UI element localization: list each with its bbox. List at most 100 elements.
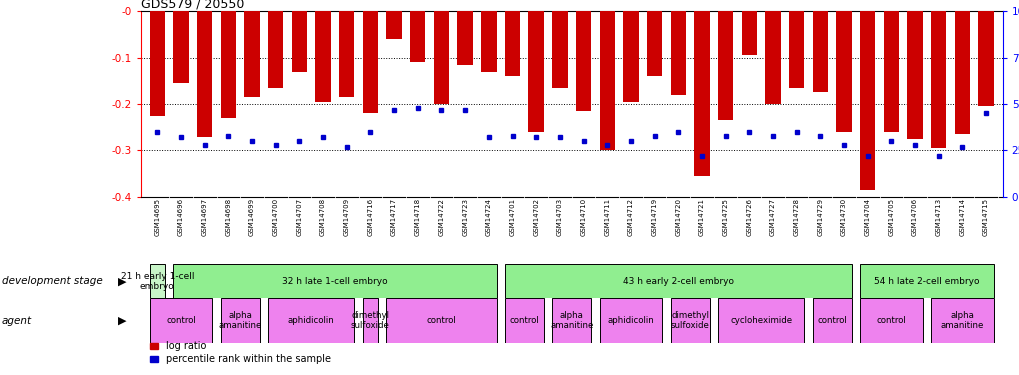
Text: GSM14728: GSM14728 [793,198,799,236]
Bar [481,11,496,72]
Text: cycloheximide: cycloheximide [730,316,792,325]
Text: dimethyl
sulfoxide: dimethyl sulfoxide [671,311,709,330]
Bar [504,264,851,298]
Bar [386,298,496,343]
Bar [457,11,473,64]
Bar [599,298,661,343]
Text: GSM14711: GSM14711 [603,198,609,236]
Bar [859,264,993,298]
Legend: log ratio, percentile rank within the sample: log ratio, percentile rank within the sa… [146,338,334,368]
Bar [220,298,260,343]
Text: GSM14718: GSM14718 [415,198,421,236]
Bar [812,298,851,343]
Text: GSM14697: GSM14697 [202,198,208,236]
Text: GSM14729: GSM14729 [816,198,822,236]
Bar [338,11,355,97]
Text: dimethyl
sulfoxide: dimethyl sulfoxide [351,311,389,330]
Bar [576,11,591,111]
Bar [623,11,638,102]
Bar [173,11,189,83]
Bar [907,11,922,139]
Bar [410,11,425,62]
Text: GDS579 / 20550: GDS579 / 20550 [141,0,244,10]
Text: development stage: development stage [2,276,103,286]
Bar [150,298,212,343]
Text: GSM14714: GSM14714 [959,198,964,236]
Bar [197,11,212,136]
Bar [150,264,165,298]
Bar [433,11,448,104]
Text: GSM14699: GSM14699 [249,198,255,236]
Bar [669,298,709,343]
Text: control: control [508,316,539,325]
Text: ▶: ▶ [118,316,126,326]
Text: 54 h late 2-cell embryo: 54 h late 2-cell embryo [873,277,978,286]
Text: GSM14715: GSM14715 [982,198,988,236]
Bar [930,11,946,148]
Text: GSM14712: GSM14712 [628,198,633,236]
Bar [551,298,591,343]
Bar [173,264,496,298]
Text: 21 h early 1-cell
embryo: 21 h early 1-cell embryo [120,272,194,291]
Text: GSM14705: GSM14705 [888,198,894,236]
Text: GSM14717: GSM14717 [390,198,396,236]
Text: GSM14722: GSM14722 [438,198,444,236]
Text: GSM14727: GSM14727 [769,198,775,236]
Text: control: control [816,316,846,325]
Bar [220,11,235,118]
Bar [764,11,780,104]
Bar [268,11,283,88]
Bar [504,298,543,343]
Text: GSM14700: GSM14700 [272,198,278,236]
Bar [245,11,260,97]
Text: GSM14710: GSM14710 [580,198,586,236]
Text: GSM14723: GSM14723 [462,198,468,236]
Text: GSM14721: GSM14721 [698,198,704,236]
Text: GSM14701: GSM14701 [510,198,515,236]
Text: GSM14724: GSM14724 [485,198,491,236]
Bar [717,11,733,120]
Text: control: control [426,316,455,325]
Bar [930,298,993,343]
Text: GSM14696: GSM14696 [178,198,183,236]
Text: agent: agent [2,316,33,326]
Text: GSM14719: GSM14719 [651,198,657,236]
Text: 32 h late 1-cell embryo: 32 h late 1-cell embryo [282,277,387,286]
Bar [150,11,165,116]
Text: GSM14726: GSM14726 [746,198,752,236]
Bar [669,11,686,95]
Bar [741,11,756,56]
Text: GSM14716: GSM14716 [367,198,373,236]
Bar [717,298,804,343]
Text: GSM14702: GSM14702 [533,198,539,236]
Text: GSM14708: GSM14708 [320,198,326,236]
Bar [551,11,567,88]
Text: GSM14703: GSM14703 [556,198,562,236]
Bar [859,11,874,190]
Bar [954,11,969,134]
Text: alpha
amanitine: alpha amanitine [549,311,593,330]
Text: GSM14706: GSM14706 [911,198,917,236]
Bar [363,11,378,113]
Bar [882,11,898,132]
Bar [315,11,330,102]
Text: GSM14713: GSM14713 [934,198,941,236]
Text: GSM14698: GSM14698 [225,198,231,236]
Bar [646,11,661,76]
Text: GSM14707: GSM14707 [297,198,302,236]
Bar [599,11,614,150]
Bar [386,11,401,39]
Text: GSM14720: GSM14720 [675,198,681,236]
Text: GSM14704: GSM14704 [864,198,870,236]
Text: GSM14709: GSM14709 [343,198,350,236]
Bar [812,11,827,93]
Bar [504,11,520,76]
Text: ▶: ▶ [118,276,126,286]
Bar [528,11,543,132]
Text: aphidicolin: aphidicolin [287,316,334,325]
Bar [788,11,804,88]
Text: aphidicolin: aphidicolin [607,316,653,325]
Text: alpha
amanitine: alpha amanitine [218,311,262,330]
Bar [268,298,355,343]
Text: GSM14730: GSM14730 [841,198,846,236]
